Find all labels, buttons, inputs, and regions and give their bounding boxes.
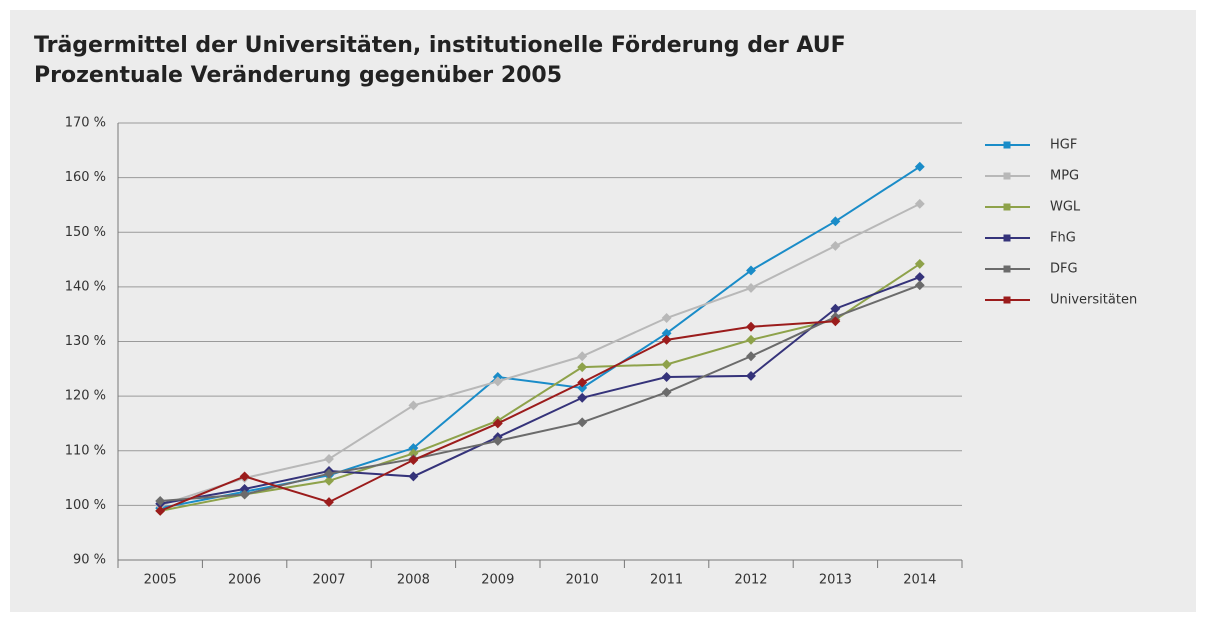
point	[408, 448, 419, 459]
point	[914, 280, 925, 291]
point	[492, 418, 503, 429]
point	[239, 484, 250, 494]
point	[830, 303, 841, 314]
point	[577, 417, 588, 428]
legend-marker	[1003, 172, 1011, 180]
legend-label: DFG	[1050, 262, 1078, 277]
point	[661, 372, 672, 382]
point	[661, 359, 672, 370]
y-tick-label: 140 %	[65, 279, 106, 294]
y-tick-label: 110 %	[65, 443, 106, 458]
x-tick-label: 2005	[144, 573, 177, 588]
legend-marker	[1003, 203, 1011, 211]
point	[577, 392, 588, 403]
y-tick-label: 170 %	[65, 116, 106, 131]
point	[324, 475, 334, 486]
x-tick-label: 2013	[819, 573, 852, 588]
point	[746, 283, 756, 293]
point	[577, 382, 588, 393]
point	[661, 328, 672, 339]
point	[830, 316, 841, 327]
point	[492, 435, 503, 446]
x-tick-label: 2008	[397, 573, 430, 588]
x-tick-label: 2012	[734, 573, 767, 588]
series-line	[160, 276, 921, 505]
point	[661, 334, 672, 345]
point	[746, 370, 756, 381]
x-tick-label: 2009	[481, 573, 514, 588]
y-tick-label: 160 %	[65, 170, 106, 185]
point	[746, 351, 756, 362]
point	[746, 334, 756, 345]
legend-marker	[1003, 265, 1011, 273]
x-tick-label: 2007	[312, 573, 345, 588]
point	[661, 313, 672, 323]
point	[746, 265, 756, 276]
point	[408, 400, 419, 411]
point	[324, 497, 334, 508]
y-tick-label: 100 %	[65, 498, 106, 513]
point	[408, 443, 419, 453]
legend-marker	[1003, 296, 1011, 304]
point	[577, 351, 588, 362]
x-tick-label: 2010	[566, 573, 599, 588]
point	[239, 489, 250, 500]
point	[492, 376, 503, 387]
legend-marker	[1003, 141, 1011, 149]
point	[155, 496, 166, 506]
point	[577, 377, 588, 388]
legend-label: MPG	[1050, 169, 1079, 184]
x-tick-label: 2011	[650, 573, 683, 588]
panel	[10, 10, 1196, 612]
point	[408, 455, 419, 465]
point	[746, 321, 756, 332]
x-tick-label: 2014	[903, 573, 936, 588]
point	[155, 505, 166, 516]
point	[324, 468, 334, 479]
point	[408, 471, 419, 482]
point	[914, 161, 925, 172]
chart-subtitle: Prozentuale Veränderung gegenüber 2005	[34, 63, 562, 88]
series-line	[160, 284, 921, 503]
legend-label: FhG	[1050, 231, 1076, 246]
point	[661, 387, 672, 398]
y-tick-label: 120 %	[65, 389, 106, 404]
point	[914, 198, 925, 209]
point	[324, 453, 334, 464]
point	[239, 471, 250, 482]
legend-marker	[1003, 234, 1011, 242]
point	[830, 240, 841, 251]
point	[830, 216, 841, 227]
point	[914, 258, 925, 269]
legend-label: HGF	[1050, 138, 1077, 153]
series-line	[159, 202, 921, 507]
point	[914, 272, 925, 282]
legend-label: WGL	[1050, 200, 1081, 215]
legend-label: Universitäten	[1050, 293, 1137, 308]
chart-title: Trägermittel der Universitäten, institut…	[34, 33, 846, 58]
series-line	[160, 263, 921, 512]
y-tick-label: 150 %	[65, 225, 106, 240]
point	[577, 362, 588, 373]
y-tick-label: 90 %	[73, 553, 106, 568]
x-tick-label: 2006	[228, 573, 261, 588]
y-tick-label: 130 %	[65, 334, 106, 349]
